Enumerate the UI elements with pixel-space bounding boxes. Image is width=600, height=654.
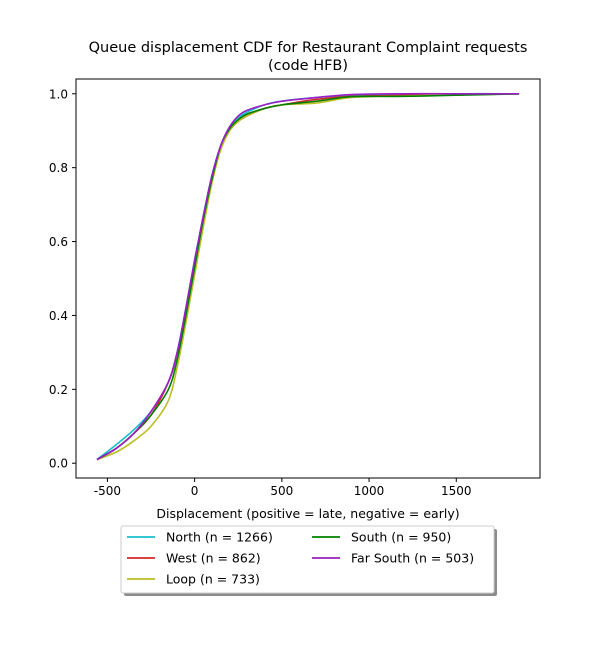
x-axis-label: Displacement (positive = late, negative … [156, 506, 459, 521]
y-tick-label: 0.0 [49, 457, 68, 471]
chart-title-line2: (code HFB) [268, 58, 348, 74]
y-tick-label: 0.6 [49, 235, 68, 249]
legend-entries: North (n = 1266) West (n = 862) Loop (n = … [127, 530, 474, 587]
y-tick-label: 1.0 [49, 87, 68, 101]
y-tick-label: 0.8 [49, 161, 68, 175]
x-tick-label: 1500 [441, 484, 472, 498]
y-tick-label: 0.4 [49, 309, 68, 323]
x-tick-label: 500 [270, 484, 293, 498]
legend: North (n = 1266) West (n = 862) Loop (n = … [120, 525, 497, 596]
plot-lines [96, 92, 520, 461]
x-tick-label: 0 [191, 484, 199, 498]
series-line-1 [96, 92, 520, 461]
series-line-2 [96, 92, 520, 461]
legend-label: Far South (n = 503) [351, 551, 474, 566]
x-tick-label: -500 [94, 484, 121, 498]
x-tick-label: 1000 [354, 484, 385, 498]
series-line-4 [96, 92, 520, 461]
legend-label: Loop (n = 733) [166, 572, 260, 587]
legend-label: West (n = 862) [166, 551, 261, 566]
plot-area-frame [75, 78, 541, 479]
series-line-3 [96, 92, 520, 461]
legend-label: South (n = 950) [351, 530, 451, 545]
y-tick-label: 0.2 [49, 383, 68, 397]
x-axis: -500 0 500 1000 1500 [94, 478, 472, 498]
legend-box [120, 525, 495, 594]
series-line-0 [96, 92, 520, 461]
y-axis: 0.0 0.2 0.4 0.6 0.8 1.0 [49, 87, 76, 471]
chart-title-line1: Queue displacement CDF for Restaurant Co… [89, 40, 528, 56]
legend-label: North (n = 1266) [166, 530, 273, 545]
